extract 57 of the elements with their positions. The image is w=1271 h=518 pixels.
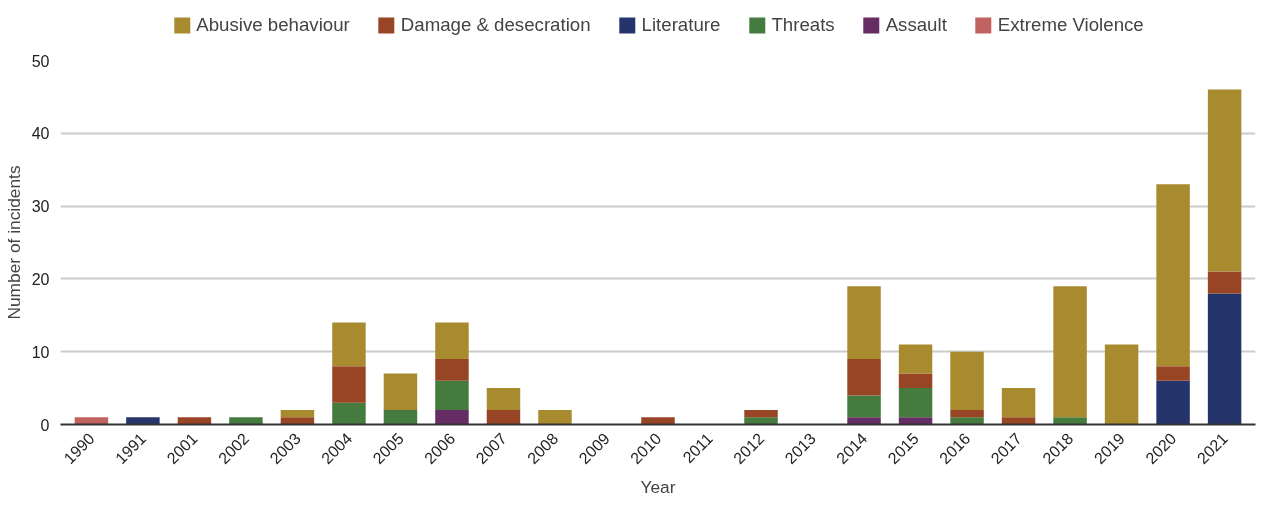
bar [1207, 293, 1242, 425]
legend-label: Threats [771, 14, 835, 36]
bar [898, 344, 933, 374]
x-axis-title: Year [640, 477, 676, 498]
y-tick-label: 40 [31, 125, 50, 143]
y-tick-label: 50 [31, 52, 50, 70]
bar [126, 417, 160, 425]
bar [847, 395, 881, 418]
bar [1207, 89, 1242, 272]
bar [486, 409, 521, 425]
legend-label: Assault [885, 14, 947, 36]
bar [641, 417, 675, 425]
bar [950, 409, 984, 418]
legend-label: Literature [641, 14, 721, 36]
bar [74, 417, 109, 425]
bar [1156, 366, 1190, 381]
bar [229, 417, 263, 425]
bar [1001, 417, 1036, 425]
y-tick-label: 10 [31, 343, 50, 361]
bar [332, 366, 366, 403]
bar [950, 417, 984, 425]
y-tick-label: 0 [40, 416, 50, 434]
bar [744, 417, 778, 425]
bar [847, 286, 881, 359]
bar [1156, 184, 1190, 367]
bar [847, 417, 881, 425]
y-tick-label: 30 [31, 198, 50, 216]
y-tick-label: 20 [31, 270, 50, 288]
bar [280, 409, 315, 418]
bar [898, 373, 933, 389]
bar [280, 417, 315, 425]
bar [950, 351, 984, 410]
legend-label: Extreme Violence [997, 14, 1144, 36]
bar [898, 417, 933, 425]
bar [435, 380, 469, 410]
bar [744, 409, 778, 418]
bar [847, 358, 881, 396]
bar [1053, 417, 1087, 425]
bar [486, 388, 521, 410]
bar [383, 373, 418, 410]
bar [1053, 286, 1087, 418]
bar [435, 409, 469, 425]
y-axis-title: Number of incidents [3, 165, 24, 320]
bar [1156, 380, 1190, 425]
bar [332, 322, 366, 367]
bar [898, 388, 933, 418]
bar [177, 417, 212, 425]
legend-label: Abusive behaviour [196, 14, 350, 36]
bar [435, 322, 469, 359]
bar [538, 409, 572, 425]
bar [1001, 388, 1036, 418]
bar [435, 358, 469, 381]
bar [383, 409, 418, 425]
bar [332, 402, 366, 425]
bar [1207, 271, 1242, 294]
legend-label: Damage & desecration [400, 14, 591, 36]
bar [1104, 344, 1139, 425]
